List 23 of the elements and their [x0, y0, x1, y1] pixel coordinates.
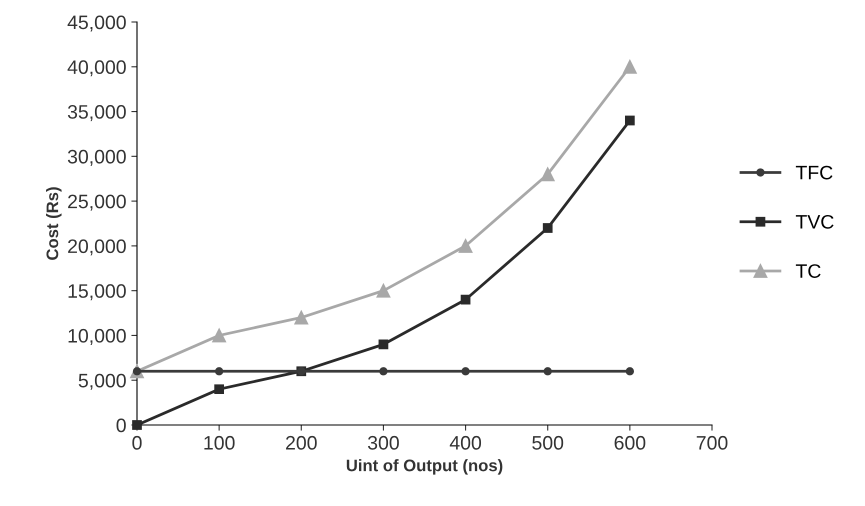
legend-label: TC — [796, 264, 821, 278]
x-tick-label: 100 — [204, 436, 235, 450]
x-axis-title: Uint of Output (nos) — [346, 459, 502, 475]
y-tick-label: 30,000 — [68, 150, 126, 166]
x-tick-label: 200 — [286, 436, 317, 450]
y-tick-label: 15,000 — [68, 284, 126, 300]
legend-label: TFC — [796, 166, 832, 180]
y-tick-label: 40,000 — [68, 60, 126, 76]
x-tick-label: 700 — [696, 436, 728, 450]
y-axis-title: Cost (Rs) — [46, 187, 62, 260]
x-tick-label: 600 — [614, 436, 646, 450]
y-tick-label: 20,000 — [68, 239, 126, 256]
x-tick-label: 400 — [450, 436, 482, 450]
y-tick-label: 5,000 — [78, 374, 126, 390]
y-tick-label: 0 — [116, 418, 126, 432]
y-tick-label: 45,000 — [68, 15, 126, 32]
y-tick-label: 10,000 — [68, 328, 126, 345]
x-tick-label: 300 — [368, 436, 399, 450]
y-tick-label: 25,000 — [68, 194, 126, 211]
y-tick-label: 35,000 — [68, 105, 126, 122]
legend-label: TVC — [796, 214, 834, 229]
x-tick-label: 0 — [132, 436, 142, 450]
x-tick-label: 500 — [532, 436, 564, 450]
